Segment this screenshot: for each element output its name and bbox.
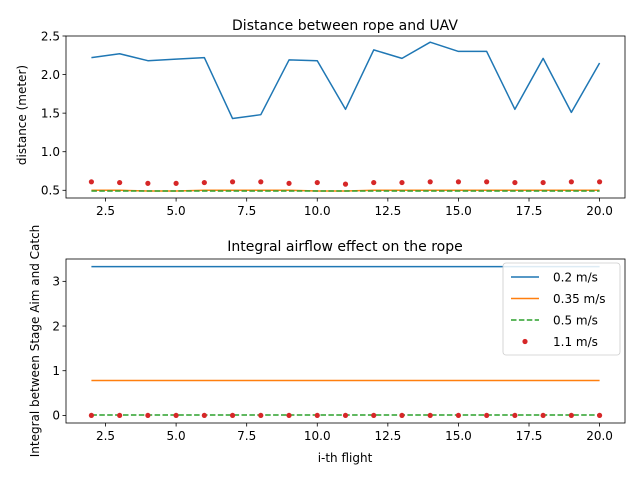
data-point bbox=[596, 412, 603, 419]
data-point bbox=[455, 179, 462, 185]
x-tick-label: 17.5 bbox=[516, 429, 543, 443]
series-1-1-m-s bbox=[88, 179, 603, 187]
plot-area-1: 2.5 5.0 7.5 10.0 12.5 15.0 17.5 20.0 0.5 1.0 1.5 2.… bbox=[41, 29, 626, 218]
data-point bbox=[173, 412, 179, 419]
data-point bbox=[201, 412, 207, 419]
data-point bbox=[399, 412, 405, 419]
y-tick-label: 0 bbox=[52, 409, 60, 423]
data-point bbox=[484, 412, 490, 419]
data-point bbox=[568, 179, 574, 185]
legend-item: 0.35 m/s bbox=[511, 292, 606, 306]
y-tick-label: 3 bbox=[52, 275, 60, 289]
chart-title: Integral airflow effect on the rope bbox=[227, 239, 463, 255]
x-tick-label: 10.0 bbox=[304, 204, 331, 218]
x-tick-label: 5.0 bbox=[167, 429, 186, 443]
legend-label: 0.5 m/s bbox=[553, 313, 598, 327]
data-point bbox=[371, 179, 377, 186]
axes-frame bbox=[65, 35, 626, 199]
chart-title: Distance between rope and UAV bbox=[232, 18, 458, 34]
data-point bbox=[512, 179, 518, 186]
data-point bbox=[117, 179, 123, 186]
x-tick-label: 15.0 bbox=[445, 204, 472, 218]
data-point bbox=[342, 181, 349, 187]
data-point bbox=[596, 179, 603, 185]
data-point bbox=[117, 412, 123, 419]
legend-item: 1.1 m/s bbox=[522, 335, 598, 349]
data-point bbox=[484, 179, 490, 185]
y-axis-label: distance (meter) bbox=[15, 65, 29, 165]
data-point bbox=[568, 412, 574, 419]
data-point bbox=[88, 179, 95, 185]
data-point bbox=[342, 412, 349, 419]
data-point bbox=[258, 412, 264, 419]
data-point bbox=[371, 412, 377, 419]
x-tick-label: 10.0 bbox=[304, 429, 331, 443]
data-point bbox=[173, 180, 179, 186]
data-point bbox=[286, 180, 292, 186]
data-point bbox=[145, 412, 151, 419]
legend-frame bbox=[502, 262, 621, 356]
data-point bbox=[399, 179, 405, 186]
x-tick-label: 20.0 bbox=[586, 429, 613, 443]
y-tick-label: 1.0 bbox=[41, 145, 60, 159]
data-point bbox=[314, 412, 320, 419]
axes-frame bbox=[65, 258, 626, 424]
legend-label: 0.2 m/s bbox=[553, 270, 598, 284]
x-tick-label: 20.0 bbox=[586, 204, 613, 218]
data-point bbox=[314, 179, 320, 186]
data-point bbox=[88, 412, 95, 419]
x-tick-label: 2.5 bbox=[96, 204, 115, 218]
data-point bbox=[512, 412, 518, 419]
x-tick-label: 7.5 bbox=[237, 204, 256, 218]
y-tick-label: 2 bbox=[52, 319, 60, 333]
data-point bbox=[286, 412, 292, 419]
x-tick-label: 15.0 bbox=[445, 429, 472, 443]
data-point bbox=[540, 412, 546, 419]
data-point bbox=[540, 179, 546, 186]
data-point bbox=[427, 412, 433, 419]
y-tick-label: 2.5 bbox=[41, 29, 60, 43]
y-axis-label: Integral between Stage Aim and Catch bbox=[28, 225, 42, 458]
data-point bbox=[455, 412, 462, 419]
series-1-1-m-s bbox=[88, 412, 603, 419]
series-0-2-m-s bbox=[91, 41, 601, 120]
x-tick-label: 2.5 bbox=[96, 429, 115, 443]
data-point bbox=[201, 179, 207, 186]
x-tick-label: 5.0 bbox=[167, 204, 186, 218]
data-point bbox=[229, 412, 236, 419]
plot-area-2: 2.5 5.0 7.5 10.0 12.5 15.0 17.5 20.0 0 1 2 3 0.2 m/s… bbox=[52, 258, 626, 443]
x-tick-label: 17.5 bbox=[516, 204, 543, 218]
data-point bbox=[229, 179, 236, 185]
y-tick-label: 1.5 bbox=[41, 106, 60, 120]
legend-item: 0.2 m/s bbox=[511, 270, 598, 284]
y-tick-label: 1 bbox=[52, 364, 60, 378]
x-axis-label: i-th flight bbox=[318, 451, 373, 465]
x-tick-label: 12.5 bbox=[374, 204, 401, 218]
legend: 0.2 m/s 0.35 m/s 0.5 m/s 1.1 m/s bbox=[502, 262, 621, 356]
y-tick-label: 0.5 bbox=[41, 184, 60, 198]
y-tick-label: 2.0 bbox=[41, 68, 60, 82]
legend-item: 0.5 m/s bbox=[511, 313, 598, 327]
series-line bbox=[91, 41, 601, 120]
data-point bbox=[145, 180, 151, 186]
data-point bbox=[427, 179, 433, 185]
x-tick-label: 7.5 bbox=[237, 429, 256, 443]
legend-label: 0.35 m/s bbox=[553, 292, 606, 306]
data-point bbox=[258, 179, 264, 185]
x-tick-label: 12.5 bbox=[374, 429, 401, 443]
legend-label: 1.1 m/s bbox=[553, 335, 598, 349]
legend-marker bbox=[522, 338, 528, 345]
